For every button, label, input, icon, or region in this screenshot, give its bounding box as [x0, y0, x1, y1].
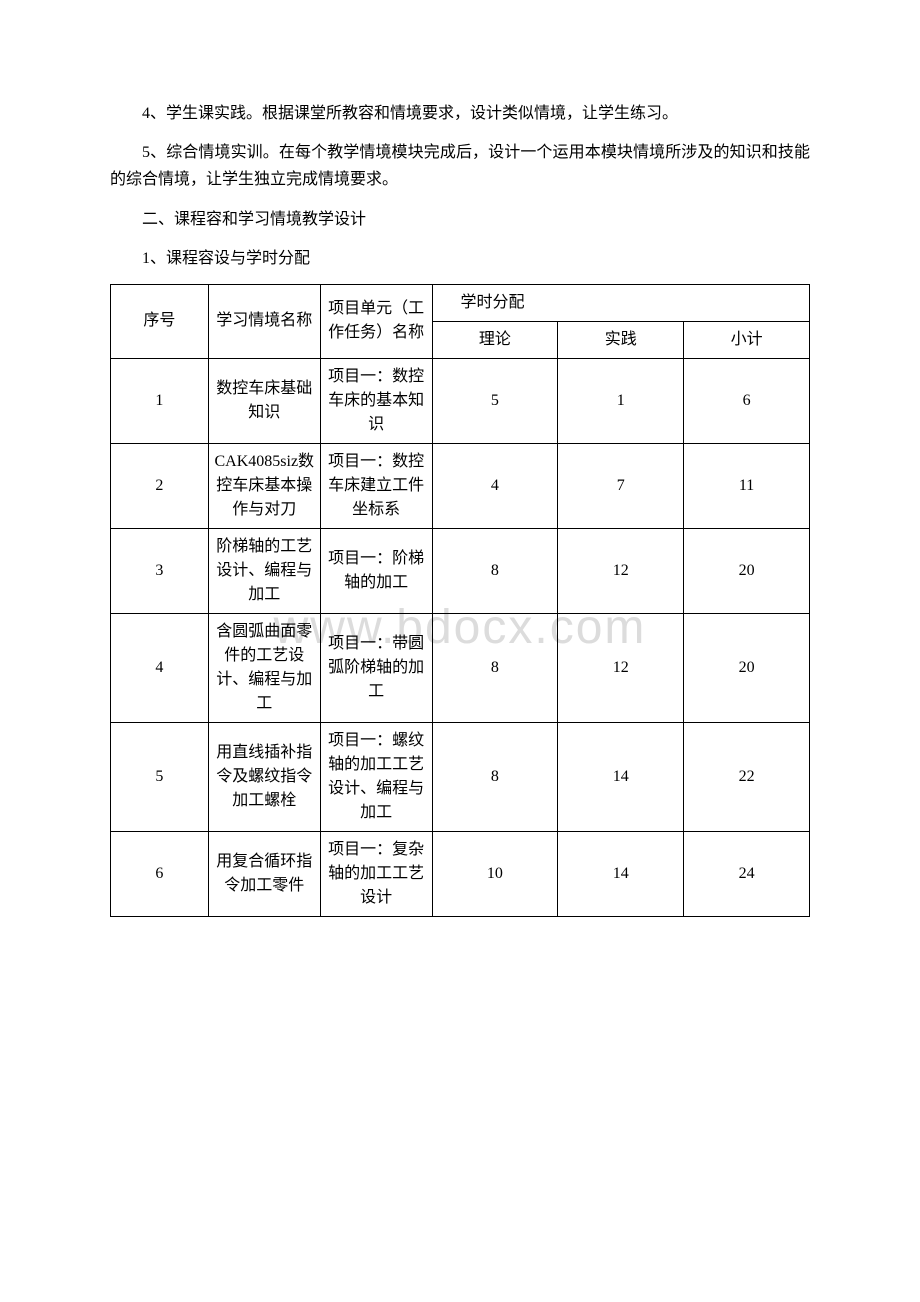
cell-project: 项目一：复杂轴的加工工艺设计	[320, 831, 432, 916]
table-row: 1 数控车床基础知识 项目一：数控车床的基本知识 5 1 6	[111, 358, 810, 443]
cell-project: 项目一：带圆弧阶梯轴的加工	[320, 613, 432, 722]
paragraph-5: 5、综合情境实训。在每个教学情境模块完成后，设计一个运用本模块情境所涉及的知识和…	[110, 139, 810, 193]
cell-practice: 12	[558, 528, 684, 613]
cell-project: 项目一：数控车床建立工件坐标系	[320, 443, 432, 528]
table-row: 4 含圆弧曲面零件的工艺设计、编程与加工 项目一：带圆弧阶梯轴的加工 8 12 …	[111, 613, 810, 722]
cell-practice: 14	[558, 722, 684, 831]
cell-name: 用直线插补指令及螺纹指令加工螺栓	[208, 722, 320, 831]
cell-theory: 4	[432, 443, 558, 528]
cell-subtotal: 22	[684, 722, 810, 831]
cell-theory: 10	[432, 831, 558, 916]
cell-name: 数控车床基础知识	[208, 358, 320, 443]
cell-theory: 5	[432, 358, 558, 443]
course-allocation-table: 序号 学习情境名称 项目单元（工作任务）名称 学时分配 理论 实践 小计 1 数…	[110, 284, 810, 917]
header-hours-spanner: 学时分配	[432, 284, 809, 321]
table-row: 2 CAK4085siz数控车床基本操作与对刀 项目一：数控车床建立工件坐标系 …	[111, 443, 810, 528]
cell-project: 项目一：螺纹轴的加工工艺设计、编程与加工	[320, 722, 432, 831]
cell-subtotal: 6	[684, 358, 810, 443]
cell-subtotal: 20	[684, 528, 810, 613]
cell-subtotal: 24	[684, 831, 810, 916]
heading-section-2: 二、课程容和学习情境教学设计	[110, 206, 810, 233]
cell-seq: 6	[111, 831, 209, 916]
cell-seq: 5	[111, 722, 209, 831]
table-row: 6 用复合循环指令加工零件 项目一：复杂轴的加工工艺设计 10 14 24	[111, 831, 810, 916]
cell-practice: 7	[558, 443, 684, 528]
cell-practice: 1	[558, 358, 684, 443]
cell-name: 用复合循环指令加工零件	[208, 831, 320, 916]
cell-subtotal: 20	[684, 613, 810, 722]
cell-name: 含圆弧曲面零件的工艺设计、编程与加工	[208, 613, 320, 722]
document-content: 4、学生课实践。根据课堂所教容和情境要求，设计类似情境，让学生练习。 5、综合情…	[110, 100, 810, 917]
header-project: 项目单元（工作任务）名称	[320, 284, 432, 358]
table-header-row-1: 序号 学习情境名称 项目单元（工作任务）名称 学时分配	[111, 284, 810, 321]
cell-name: 阶梯轴的工艺设计、编程与加工	[208, 528, 320, 613]
cell-name: CAK4085siz数控车床基本操作与对刀	[208, 443, 320, 528]
paragraph-4: 4、学生课实践。根据课堂所教容和情境要求，设计类似情境，让学生练习。	[110, 100, 810, 127]
header-seq: 序号	[111, 284, 209, 358]
header-name: 学习情境名称	[208, 284, 320, 358]
cell-seq: 2	[111, 443, 209, 528]
cell-theory: 8	[432, 722, 558, 831]
cell-seq: 1	[111, 358, 209, 443]
cell-seq: 3	[111, 528, 209, 613]
cell-project: 项目一：阶梯轴的加工	[320, 528, 432, 613]
table-row: 3 阶梯轴的工艺设计、编程与加工 项目一：阶梯轴的加工 8 12 20	[111, 528, 810, 613]
header-theory: 理论	[432, 321, 558, 358]
cell-practice: 14	[558, 831, 684, 916]
cell-theory: 8	[432, 613, 558, 722]
cell-project: 项目一：数控车床的基本知识	[320, 358, 432, 443]
table-row: 5 用直线插补指令及螺纹指令加工螺栓 项目一：螺纹轴的加工工艺设计、编程与加工 …	[111, 722, 810, 831]
heading-subsection-1: 1、课程容设与学时分配	[110, 245, 810, 272]
cell-subtotal: 11	[684, 443, 810, 528]
header-subtotal: 小计	[684, 321, 810, 358]
header-practice: 实践	[558, 321, 684, 358]
cell-theory: 8	[432, 528, 558, 613]
cell-seq: 4	[111, 613, 209, 722]
cell-practice: 12	[558, 613, 684, 722]
